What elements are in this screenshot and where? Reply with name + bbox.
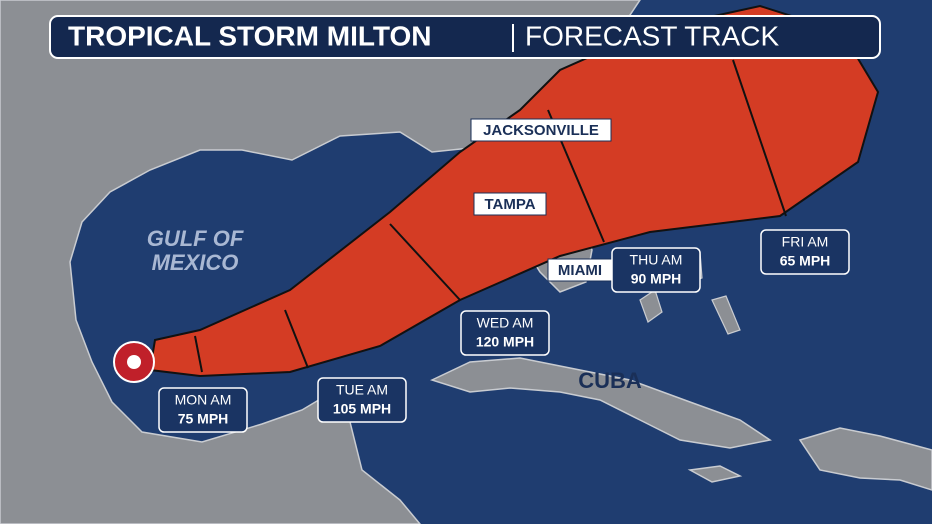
divider xyxy=(732,59,787,217)
divider xyxy=(194,335,203,373)
forecast-intensity: 65 MPH xyxy=(780,253,831,269)
forecast-time: THU AM xyxy=(630,252,683,268)
storm-icon xyxy=(113,341,155,383)
title: TROPICAL STORM MILTON xyxy=(68,20,431,51)
forecast-time: TUE AM xyxy=(336,382,388,398)
city-label: JACKSONVILLE xyxy=(483,122,599,139)
water-label: GULF OF xyxy=(147,226,244,251)
forecast-time: MON AM xyxy=(175,392,232,408)
land-label: CUBA xyxy=(578,368,642,393)
forecast-intensity: 120 MPH xyxy=(476,334,534,350)
forecast-time: WED AM xyxy=(477,315,534,331)
title-bar xyxy=(49,15,881,59)
divider xyxy=(284,309,309,369)
land-jamaica xyxy=(687,465,743,483)
city-label: MIAMI xyxy=(558,262,602,279)
forecast-intensity: 75 MPH xyxy=(178,411,229,427)
city-box xyxy=(470,118,612,142)
storm-icon-eye xyxy=(127,355,141,369)
forecast-box xyxy=(460,310,550,356)
forecast-box xyxy=(760,229,850,275)
subtitle: FORECAST TRACK xyxy=(525,20,779,51)
divider xyxy=(389,223,461,301)
land-hispaniola xyxy=(798,427,932,491)
forecast-intensity: 90 MPH xyxy=(631,271,682,287)
water-label: MEXICO xyxy=(152,250,239,275)
forecast-box xyxy=(158,387,248,433)
land-cuba xyxy=(429,357,772,449)
forecast-intensity: 105 MPH xyxy=(333,401,391,417)
forecast-box xyxy=(317,377,407,423)
city-box xyxy=(473,192,547,216)
forecast-time: FRI AM xyxy=(782,234,829,250)
city-label: TAMPA xyxy=(484,196,535,213)
forecast-box xyxy=(611,247,701,293)
